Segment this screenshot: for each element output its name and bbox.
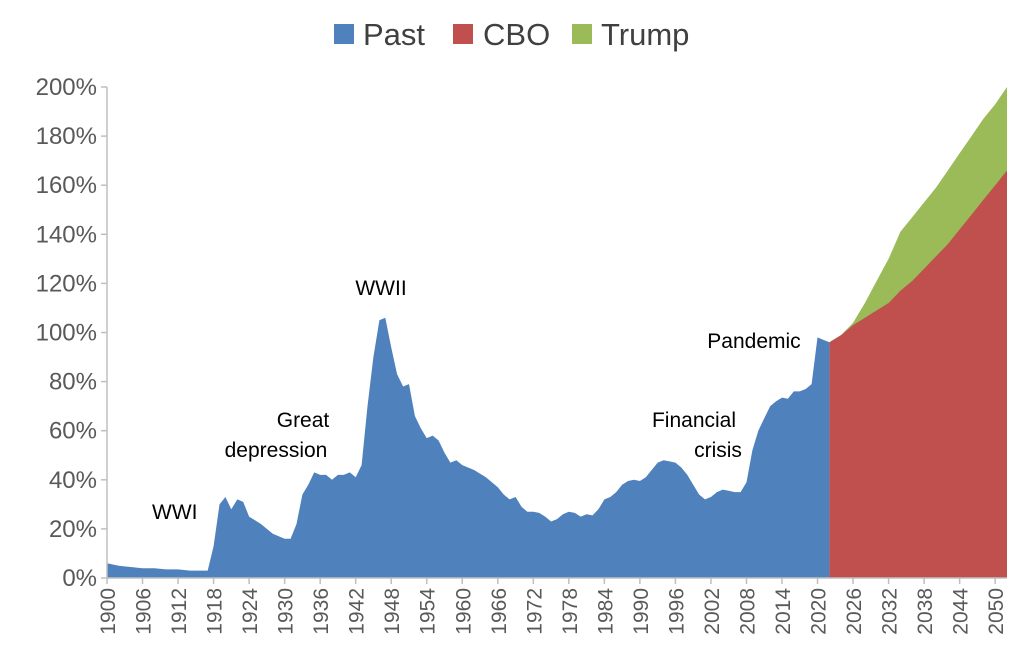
x-axis-ticks: 1900 1906 1912 1918 1924 1930 1936 1942 1948 1954… (97, 578, 1008, 635)
x-tick-label: 1936 (310, 588, 333, 635)
y-tick-label: 0% (62, 565, 97, 592)
y-tick-label: 200% (36, 74, 97, 101)
x-tick-label: 1948 (381, 588, 404, 635)
annotation-crisis: crisis (694, 439, 742, 462)
x-tick-label: 1996 (665, 588, 688, 635)
y-tick-label: 60% (49, 418, 97, 445)
y-tick-label: 100% (36, 320, 97, 347)
x-tick-label: 1960 (452, 588, 475, 635)
legend-label-trump: Trump (601, 17, 689, 52)
annotation-wwii: WWII (355, 277, 406, 300)
x-tick-label: 1984 (594, 588, 617, 635)
x-tick-label: 1942 (346, 588, 369, 635)
legend: Past CBO Trump (334, 17, 689, 52)
y-tick-label: 40% (49, 467, 97, 494)
annotation-depression: depression (225, 439, 328, 462)
y-tick-label: 80% (49, 369, 97, 396)
x-tick-label: 1966 (488, 588, 511, 635)
x-tick-label: 1924 (239, 588, 262, 635)
x-tick-label: 2026 (843, 588, 866, 635)
legend-label-past: Past (363, 17, 425, 52)
y-tick-label: 180% (36, 123, 97, 150)
x-tick-label: 2002 (701, 588, 724, 635)
x-tick-label: 2050 (985, 588, 1008, 635)
annotation-pandemic: Pandemic (707, 330, 800, 353)
x-tick-label: 1918 (204, 588, 227, 635)
legend-swatch-past (334, 24, 354, 44)
x-tick-label: 1930 (275, 588, 298, 635)
x-tick-label: 2014 (772, 588, 795, 635)
series-areas (107, 87, 1007, 578)
legend-swatch-cbo (453, 24, 473, 44)
series-area-past (107, 317, 830, 578)
x-tick-label: 1978 (559, 588, 582, 635)
x-tick-label: 1954 (417, 588, 440, 635)
legend-swatch-trump (572, 24, 592, 44)
x-tick-label: 1990 (630, 588, 653, 635)
y-tick-label: 140% (36, 221, 97, 248)
y-tick-label: 160% (36, 172, 97, 199)
legend-label-cbo: CBO (483, 17, 550, 52)
annotations: WWI Great depression WWII Financial cris… (152, 277, 801, 524)
x-tick-label: 2020 (808, 588, 831, 635)
y-tick-label: 20% (49, 516, 97, 543)
annotation-financial: Financial (652, 409, 736, 432)
x-tick-label: 1912 (168, 588, 191, 635)
x-tick-label: 2008 (737, 588, 760, 635)
x-tick-label: 1972 (523, 588, 546, 635)
y-axis-ticks: 0% 20% 40% 60% 80% 100% 120% 140% 160% 180% 200% (36, 74, 107, 592)
x-tick-label: 2038 (914, 588, 937, 635)
x-tick-label: 1906 (133, 588, 156, 635)
x-tick-label: 1900 (97, 588, 120, 635)
x-tick-label: 2032 (879, 588, 902, 635)
annotation-wwi: WWI (152, 501, 197, 524)
annotation-great: Great (277, 409, 330, 432)
x-tick-label: 2044 (950, 588, 973, 635)
y-tick-label: 120% (36, 270, 97, 297)
series-area-cbo (829, 170, 1007, 578)
